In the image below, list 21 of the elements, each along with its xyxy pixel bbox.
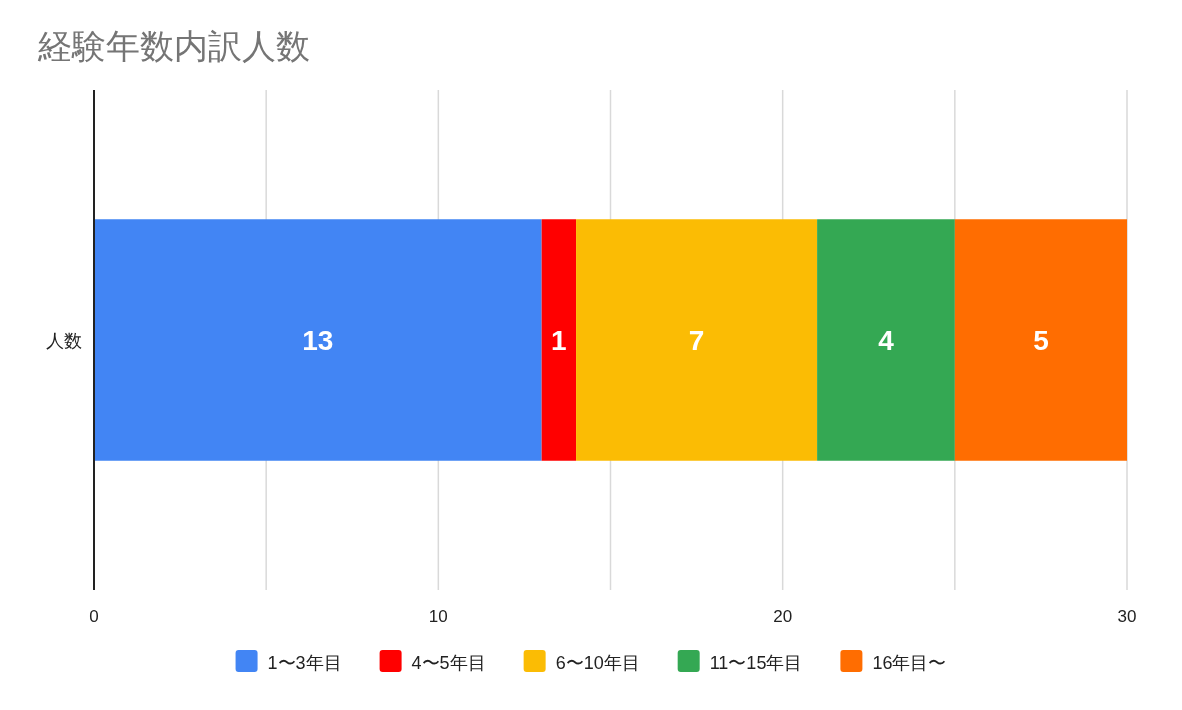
y-tick-label: 人数 [46, 331, 82, 351]
legend-label: 16年目〜 [872, 653, 947, 673]
data-label: 1 [551, 325, 567, 356]
x-tick-label: 30 [1117, 607, 1137, 626]
x-tick-label: 10 [428, 607, 448, 626]
data-label: 5 [1033, 325, 1049, 356]
bar [576, 219, 818, 461]
legend-label: 6〜10年目 [555, 653, 640, 673]
bar [541, 219, 577, 461]
x-tick-label: 20 [773, 607, 793, 626]
data-label: 7 [688, 325, 705, 356]
x-tick-label: 0 [89, 607, 99, 626]
data-label: 4 [878, 325, 895, 356]
data-label: 13 [302, 325, 334, 356]
legend-label: 1〜3年目 [267, 653, 342, 673]
bar [94, 219, 542, 461]
bar [954, 219, 1127, 461]
legend-label: 4〜5年目 [411, 653, 486, 673]
legend-label: 11〜15年目 [709, 653, 803, 673]
bar [817, 219, 955, 461]
chart-title: 経験年数内訳人数 [37, 27, 310, 65]
